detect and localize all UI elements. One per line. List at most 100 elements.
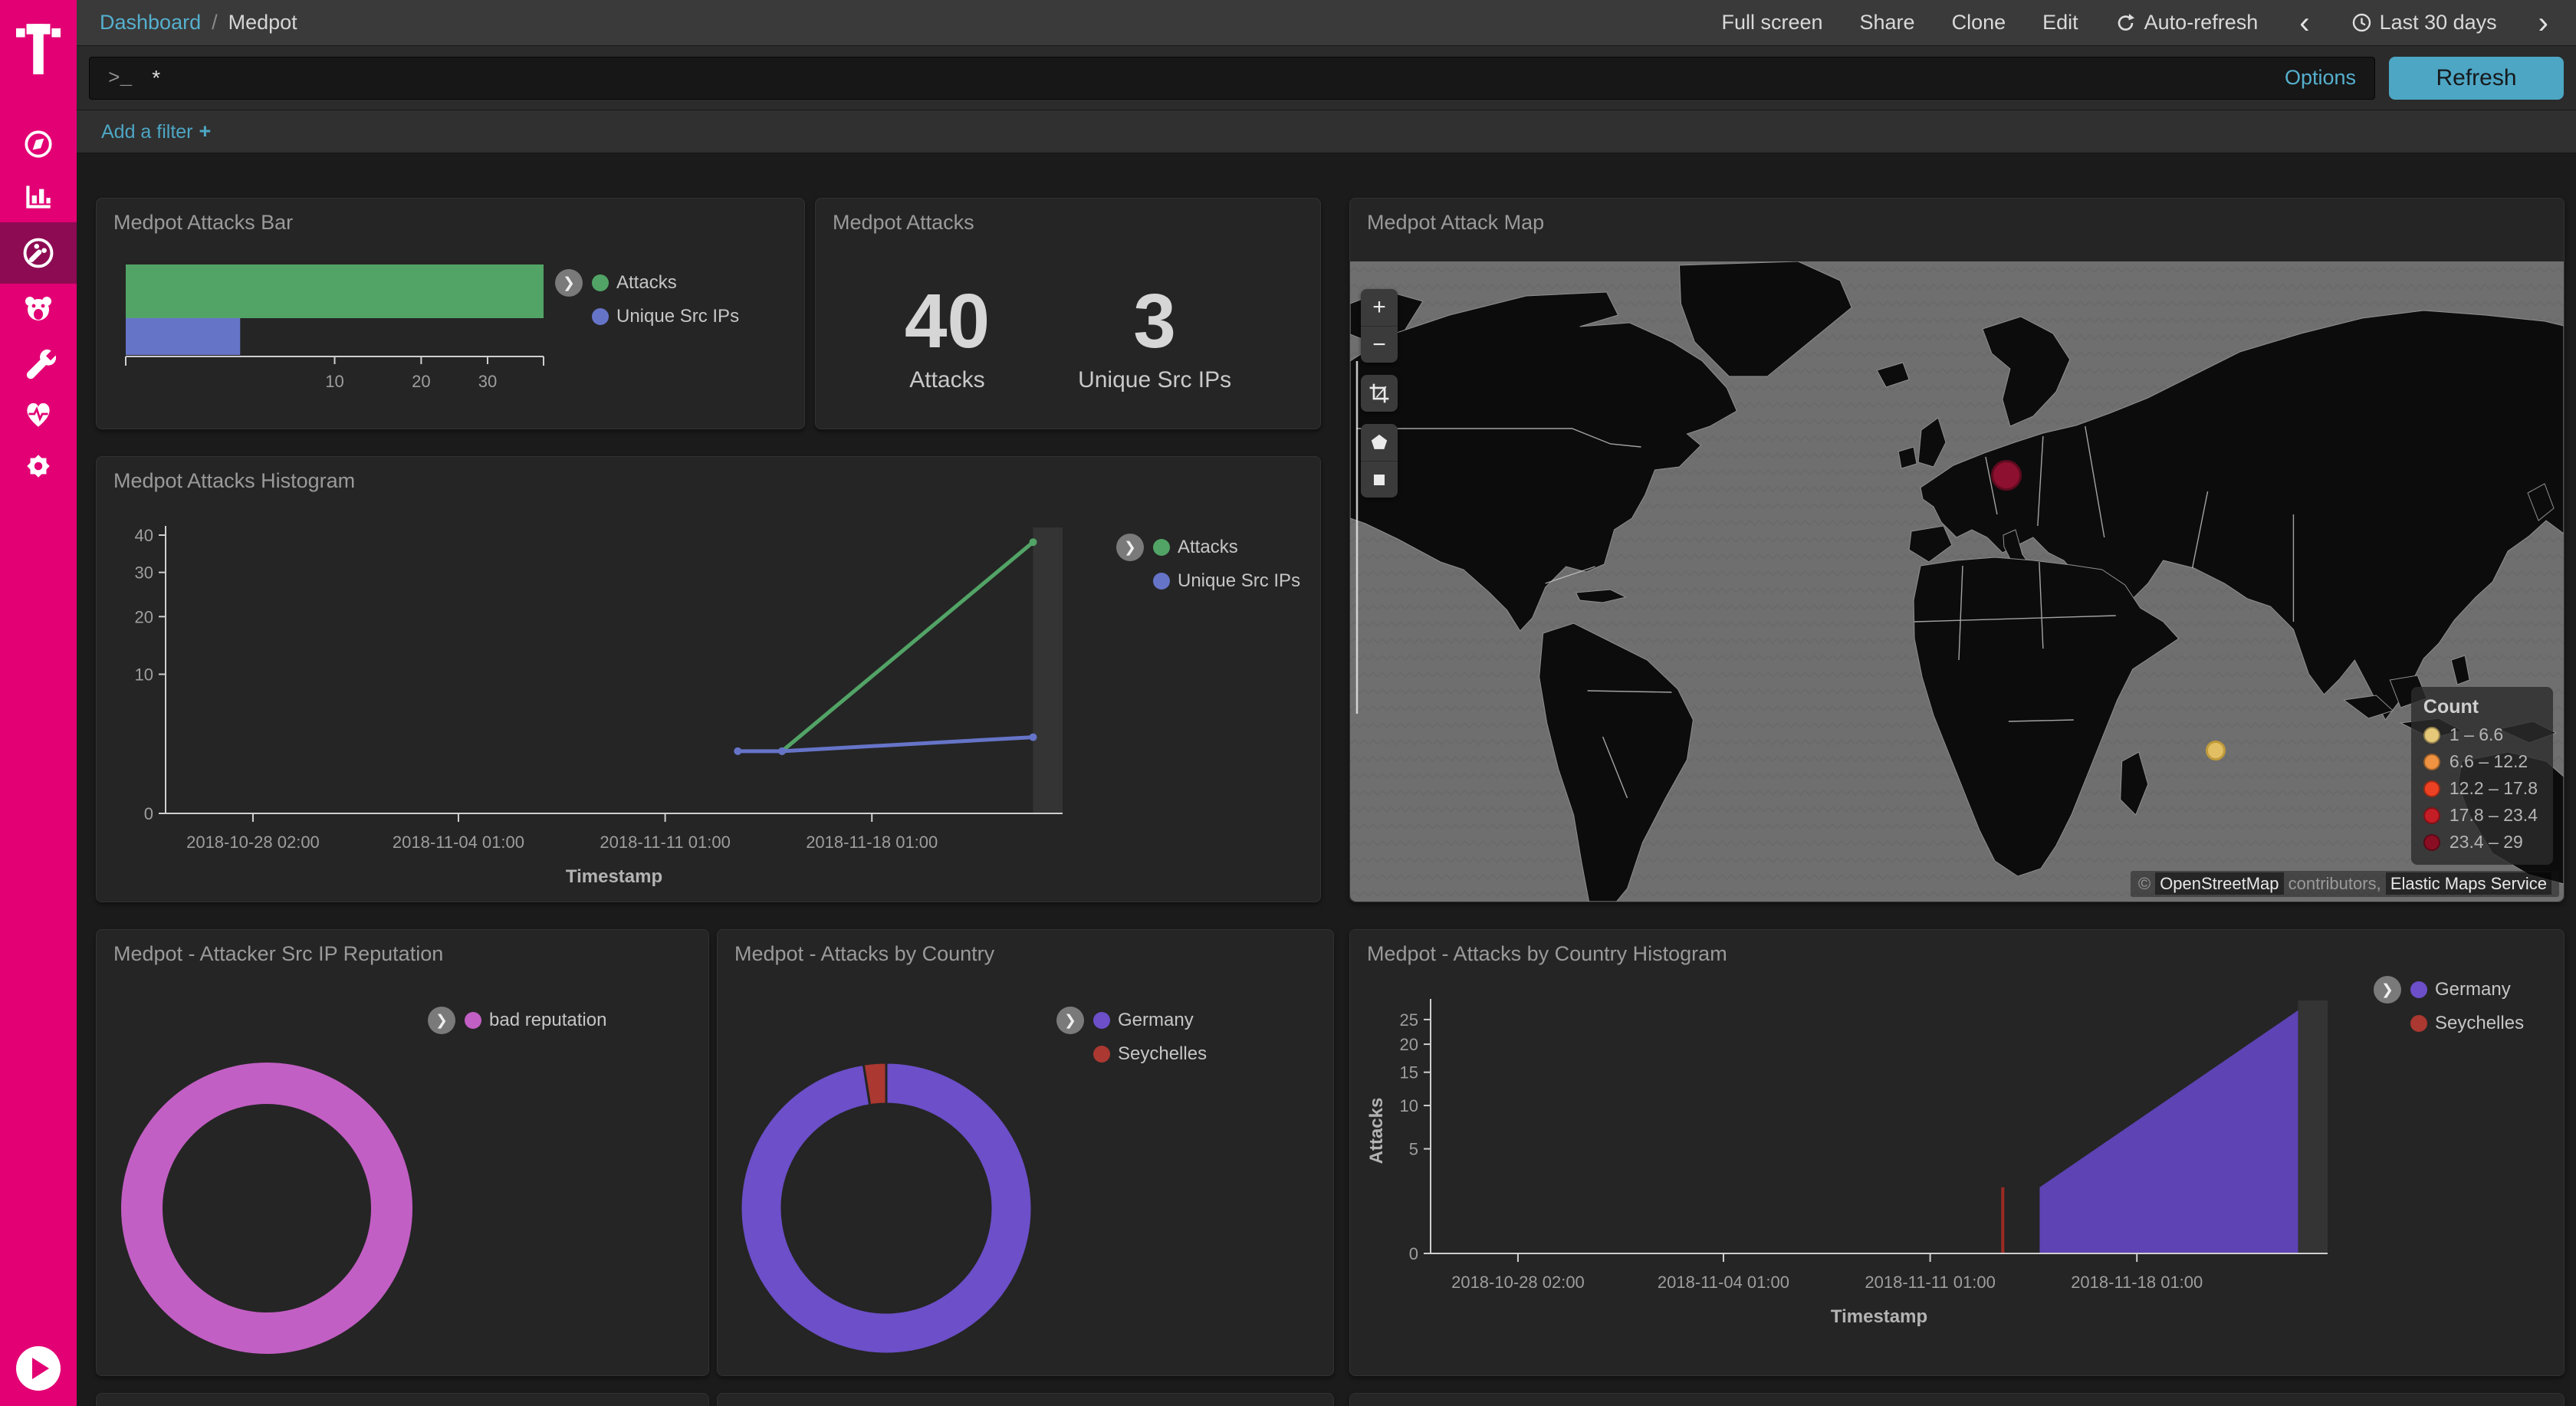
svg-text:25: 25 [1400, 1010, 1418, 1030]
world-map[interactable]: + − [1350, 261, 2564, 902]
bucket-range: 17.8 – 23.4 [2449, 805, 2538, 825]
panel-below-fold [717, 1393, 1334, 1406]
legend-expand-icon[interactable]: ❯ [555, 269, 583, 297]
svg-text:10: 10 [135, 665, 153, 685]
reputation-donut-chart[interactable] [106, 1047, 428, 1373]
fullscreen-button[interactable]: Full screen [1721, 11, 1823, 34]
panel-src-ip-reputation: Medpot - Attacker Src IP Reputation ❯ bad… [96, 929, 709, 1376]
legend-color-dot [2410, 1015, 2427, 1032]
time-back-arrow[interactable]: ‹ [2299, 5, 2310, 40]
plus-icon: + [199, 120, 212, 143]
legend-expand-icon[interactable]: ❯ [428, 1007, 455, 1034]
legend-entry[interactable]: Unique Src IPs [1153, 570, 1300, 592]
legend-entry[interactable]: Seychelles [2410, 1013, 2524, 1034]
legend-entry[interactable]: Attacks [1153, 537, 1300, 558]
country-donut-chart[interactable] [725, 1047, 1047, 1373]
chart-legend: ❯ bad reputation [428, 1007, 606, 1034]
svg-text:40: 40 [135, 526, 153, 545]
map-draw-rectangle-button[interactable] [1361, 461, 1398, 498]
refresh-button[interactable]: Refresh [2389, 56, 2564, 100]
panel-attack-map: Medpot Attack Map [1349, 198, 2564, 902]
telekom-logo[interactable] [0, 0, 77, 100]
panel-title: Medpot - Attacker Src IP Reputation [113, 942, 444, 965]
legend-expand-icon[interactable]: ❯ [1116, 534, 1144, 561]
metric-value: 3 [1133, 278, 1176, 364]
country-histogram-chart[interactable]: 0 5 10 15 20 25 2018-10-28 02:00 2018-11-04 01:… [1365, 962, 2370, 1353]
add-filter-link[interactable]: Add a filter + [101, 120, 212, 143]
telekom-t-icon [16, 24, 61, 74]
legend-entry[interactable]: bad reputation [465, 1010, 606, 1031]
query-options-link[interactable]: Options [2284, 66, 2356, 89]
legend-entry[interactable]: Seychelles [1093, 1043, 1207, 1065]
time-range-picker[interactable]: Last 30 days [2351, 11, 2497, 34]
svg-text:2018-11-11 01:00: 2018-11-11 01:00 [600, 833, 730, 852]
map-controls: + − [1361, 289, 1398, 498]
legend-label: bad reputation [489, 1010, 607, 1030]
svg-text:0: 0 [144, 804, 153, 823]
map-zoom-out-button[interactable]: − [1361, 326, 1398, 363]
sidebar-item-timelion[interactable] [0, 284, 77, 336]
sidebar-collapse-button[interactable] [16, 1346, 61, 1391]
legend-expand-icon[interactable]: ❯ [2374, 976, 2401, 1004]
attacks-histogram-chart[interactable]: 0 10 20 30 40 2018-10-28 02:00 2018-11-04 01:0… [112, 488, 1109, 894]
legend-color-dot [2410, 981, 2427, 998]
svg-text:2018-10-28 02:00: 2018-10-28 02:00 [186, 833, 320, 852]
query-text: * [152, 65, 161, 90]
sidebar-item-discover[interactable] [0, 118, 77, 170]
legend-entry[interactable]: Attacks [592, 272, 739, 294]
svg-text:2018-11-18 01:00: 2018-11-18 01:00 [806, 833, 938, 852]
osm-link[interactable]: OpenStreetMap [2155, 872, 2284, 895]
search-query-input[interactable]: >_ * Options [89, 56, 2375, 100]
bucket-range: 12.2 – 17.8 [2449, 778, 2538, 798]
legend-label: Germany [1118, 1010, 1194, 1030]
heartbeat-icon [27, 402, 50, 427]
share-button[interactable]: Share [1859, 11, 1915, 34]
map-fit-bounds-button[interactable] [1361, 375, 1398, 412]
clone-button[interactable]: Clone [1951, 11, 2006, 34]
bucket-range: 1 – 6.6 [2449, 724, 2504, 744]
map-draw-polygon-button[interactable] [1361, 424, 1398, 461]
legend-entry[interactable]: Germany [1093, 1010, 1207, 1031]
sidebar-item-monitoring[interactable] [0, 388, 77, 440]
sidebar-item-dashboard[interactable] [0, 222, 77, 284]
attacks-bar-chart[interactable]: 10 20 30 [110, 229, 586, 417]
top-menu: Full screen Share Clone Edit Auto-refres… [1721, 8, 2553, 38]
svg-text:20: 20 [412, 372, 430, 391]
world-map-tiles [1350, 261, 2564, 902]
sidebar-item-visualize[interactable] [0, 170, 77, 222]
svg-text:15: 15 [1400, 1063, 1418, 1082]
map-count-legend: Count 1 – 6.6 6.6 – 12.2 12.2 – 17.8 17.8 –… [2410, 687, 2553, 865]
svg-text:30: 30 [135, 563, 153, 583]
legend-label: Attacks [1178, 537, 1238, 557]
query-prompt-icon: >_ [108, 66, 133, 90]
legend-expand-icon[interactable]: ❯ [1056, 1007, 1084, 1034]
bucket-color-dot [2423, 780, 2440, 797]
chart-legend: ❯ Attacks Unique Src IPs [555, 269, 739, 327]
ems-link[interactable]: Elastic Maps Service [2385, 872, 2551, 895]
map-attribution: © OpenStreetMap contributors, Elastic Ma… [2130, 871, 2559, 897]
legend-entry[interactable]: Germany [2410, 979, 2524, 1000]
metric-unique-src-ips: 3 Unique Src IPs [1078, 283, 1231, 393]
map-zoom-in-button[interactable]: + [1372, 294, 1386, 320]
metric-label: Unique Src IPs [1078, 367, 1232, 393]
panel-title: Medpot - Attacks by Country [734, 942, 995, 965]
map-legend-bucket: 6.6 – 12.2 [2423, 751, 2538, 772]
bucket-color-dot [2423, 726, 2440, 744]
map-point-germany[interactable] [1991, 459, 2022, 491]
sidebar-item-dev-tools[interactable] [0, 336, 77, 388]
breadcrumb-dashboard-link[interactable]: Dashboard [100, 11, 202, 34]
query-bar: >_ * Options Refresh [77, 46, 2576, 110]
svg-text:Timestamp: Timestamp [566, 866, 662, 887]
svg-text:5: 5 [1409, 1140, 1418, 1159]
panel-attacks-by-country: Medpot - Attacks by Country ❯ Germany Seyc… [717, 929, 1334, 1376]
time-forward-arrow[interactable]: › [2538, 5, 2548, 40]
edit-button[interactable]: Edit [2042, 11, 2078, 34]
svg-text:2018-10-28 02:00: 2018-10-28 02:00 [1451, 1273, 1585, 1292]
legend-entry[interactable]: Unique Src IPs [592, 306, 739, 327]
auto-refresh-button[interactable]: Auto-refresh [2115, 11, 2258, 34]
gear-icon [27, 455, 50, 478]
sidebar-item-management[interactable] [0, 440, 77, 492]
map-point-seychelles[interactable] [2205, 740, 2226, 760]
svg-text:2018-11-04 01:00: 2018-11-04 01:00 [393, 833, 524, 852]
